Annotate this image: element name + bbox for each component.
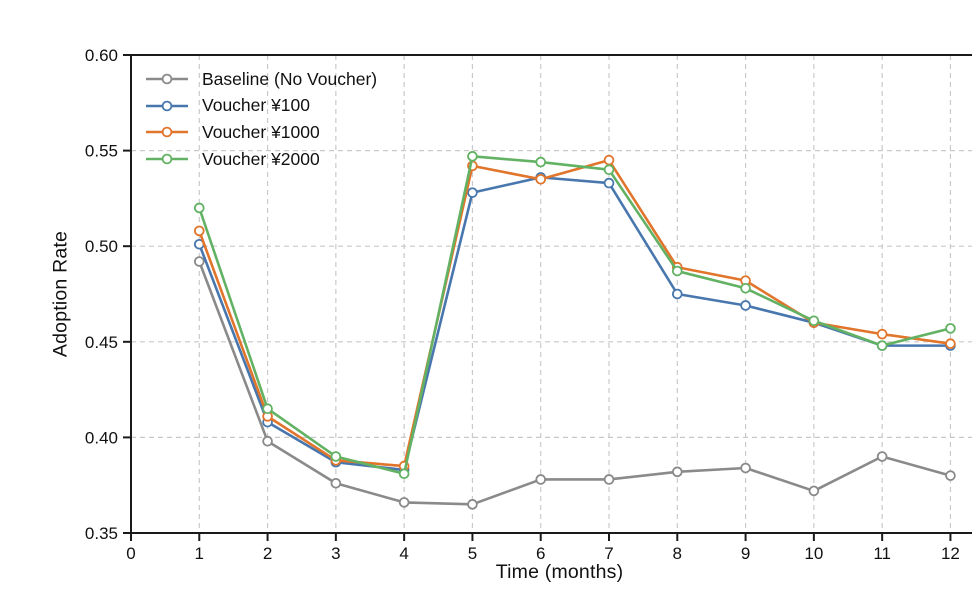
data-point-marker	[535, 173, 547, 185]
data-point-marker	[603, 154, 615, 166]
tick-marks	[123, 54, 952, 541]
legend-marker-icon	[161, 100, 173, 112]
x-tick-label: 4	[399, 544, 408, 563]
data-point-marker	[398, 468, 410, 480]
x-tick-label: 3	[331, 544, 340, 563]
series-voucher-100	[193, 172, 956, 476]
data-point-marker	[193, 256, 205, 267]
data-point-marker	[262, 435, 273, 447]
data-point-marker	[330, 451, 342, 462]
data-point-marker	[740, 462, 751, 474]
x-tick-label: 1	[195, 544, 204, 563]
y-tick-label: 0.40	[85, 428, 118, 447]
x-tick-label: 11	[873, 544, 891, 563]
data-point-marker	[876, 451, 888, 462]
data-point-marker	[330, 477, 342, 489]
data-point-marker	[535, 156, 547, 168]
series-line	[197, 158, 952, 468]
data-point-marker	[808, 315, 820, 327]
legend-label: Voucher ¥100	[202, 95, 311, 116]
series-line	[197, 155, 952, 476]
tick-labels: 0 1 2 3 4 5 6 7 8 9 10 11 120.350.400.450.500.550.60	[85, 46, 960, 563]
data-point-marker	[262, 403, 273, 415]
data-point-marker	[876, 340, 888, 351]
data-point-marker	[467, 187, 478, 198]
x-tick-label: 10	[804, 544, 823, 563]
legend-label: Voucher ¥1000	[202, 121, 320, 142]
data-point-marker	[945, 338, 956, 350]
x-tick-label: 8	[673, 544, 682, 563]
data-point-marker	[603, 164, 615, 176]
y-tick-label: 0.55	[85, 142, 118, 161]
data-point-marker	[945, 323, 956, 334]
x-tick-label: 2	[263, 544, 272, 563]
data-point-marker	[603, 474, 615, 485]
legend-marker-icon	[161, 153, 173, 165]
series-baseline-no-voucher	[193, 256, 956, 510]
data-point-marker	[603, 177, 615, 189]
x-tick-label: 9	[741, 544, 750, 563]
legend-swatch-line-icon	[146, 100, 188, 112]
plot-area: 0 1 2 3 4 5 6 7 8 9 10 11 120.350.400.450.500.550.60	[85, 46, 972, 563]
series-line	[197, 176, 952, 472]
legend: Baseline (No Voucher) Voucher ¥100 Voucher…	[145, 66, 377, 172]
y-tick-label: 0.35	[85, 524, 118, 543]
plot-border	[130, 54, 972, 534]
x-tick-label: 6	[536, 544, 545, 563]
y-tick-label: 0.45	[85, 333, 118, 352]
legend-label: Baseline (No Voucher)	[202, 68, 378, 89]
x-tick-label: 12	[941, 544, 960, 563]
series-line	[197, 260, 952, 506]
legend-marker-icon	[161, 127, 173, 138]
y-tick-label: 0.50	[85, 237, 118, 256]
y-tick-label: 0.60	[85, 46, 118, 65]
legend-item-2: Voucher ¥1000	[145, 119, 377, 146]
data-point-marker	[398, 497, 410, 508]
data-point-marker	[671, 466, 683, 478]
data-point-marker	[740, 282, 751, 294]
legend-swatch-line-icon	[146, 127, 188, 138]
data-point-marker	[740, 300, 751, 311]
x-tick-label: 5	[468, 544, 477, 563]
x-tick-label: 0	[126, 544, 135, 563]
data-point-marker	[193, 202, 205, 214]
series-voucher-2000	[193, 151, 956, 480]
x-tick-label: 7	[604, 544, 613, 563]
legend-label: Voucher ¥2000	[202, 148, 320, 169]
data-point-marker	[467, 499, 478, 510]
x-axis-label: Time (months)	[495, 561, 624, 583]
y-axis-label: Adoption Rate	[49, 230, 72, 358]
legend-item-1: Voucher ¥100	[145, 93, 377, 120]
legend-swatch-line-icon	[146, 153, 188, 165]
data-point-marker	[808, 485, 820, 497]
data-point-marker	[876, 328, 888, 340]
data-point-marker	[671, 288, 683, 300]
data-point-marker	[535, 474, 547, 485]
legend-marker-icon	[161, 73, 173, 85]
data-point-marker	[671, 265, 683, 277]
legend-swatch-line-icon	[146, 73, 188, 85]
gridlines	[131, 55, 972, 533]
legend-item-3: Voucher ¥2000	[145, 146, 377, 173]
data-point-marker	[467, 151, 478, 162]
data-point-marker	[945, 470, 956, 481]
data-point-marker	[193, 225, 205, 237]
series-voucher-1000	[193, 154, 956, 472]
legend-item-0: Baseline (No Voucher)	[145, 66, 377, 93]
adoption-rate-chart: 0 1 2 3 4 5 6 7 8 9 10 11 12 0.35 0.40 0.45 0.50 0.55 0.60…	[40, 16, 972, 588]
